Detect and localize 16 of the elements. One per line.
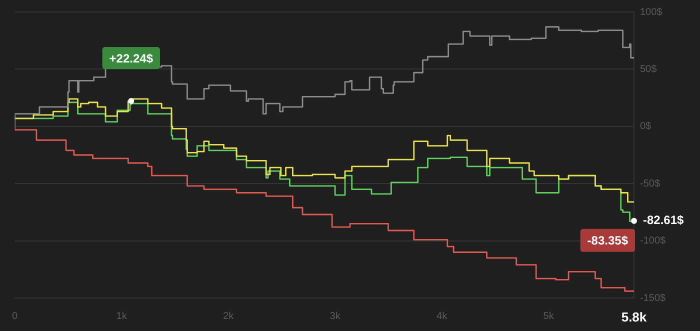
y-tick-label: -150$ <box>640 292 666 304</box>
x-tick-label: 3k <box>330 310 342 322</box>
y-tick-label: 100$ <box>640 6 663 18</box>
annotation: +22.24$ <box>109 51 154 66</box>
annotation: -83.35$ <box>587 234 628 248</box>
x-tick-label: 4k <box>436 310 448 322</box>
x-tick-label: 2k <box>223 310 235 322</box>
x-tick-label: 0 <box>12 310 18 322</box>
x-tick-label: 1k <box>116 310 128 322</box>
y-tick-label: -50$ <box>640 178 660 190</box>
annotation: -82.61$ <box>643 213 684 228</box>
x-tick-label: 5k <box>543 310 555 322</box>
y-tick-label: -100$ <box>640 236 666 247</box>
x-tick-label: 5.8k <box>621 309 648 324</box>
y-tick-label: 0$ <box>640 121 652 132</box>
y-tick-label: 50$ <box>640 64 658 75</box>
